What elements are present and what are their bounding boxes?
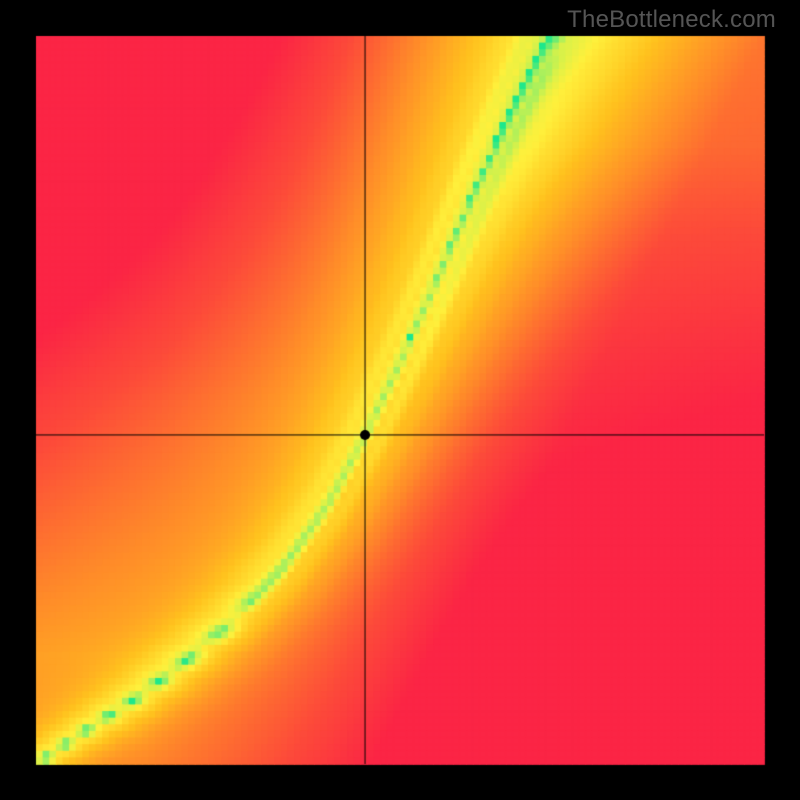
watermark-text: TheBottleneck.com <box>567 6 776 34</box>
chart-container: TheBottleneck.com <box>0 0 800 800</box>
bottleneck-heatmap <box>0 0 800 800</box>
